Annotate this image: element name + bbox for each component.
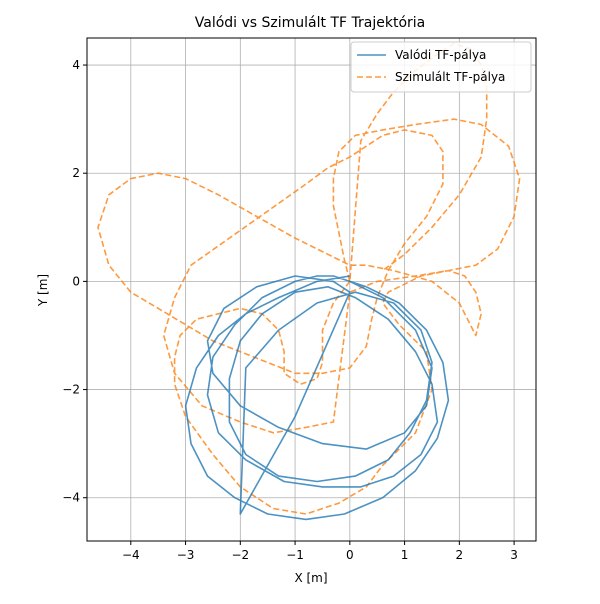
y-axis-label: Y [m] [36,274,50,307]
x-tick-label: −1 [286,548,304,562]
chart-title: Valódi vs Szimulált TF Trajektória [195,15,426,31]
legend-box [350,41,532,93]
x-tick-label: 1 [401,548,409,562]
x-tick-label: −2 [231,548,249,562]
y-tick-label: 0 [72,274,80,288]
series-line-valodi [184,275,450,521]
x-tick-label: −3 [177,548,195,562]
x-tick-label: 3 [510,548,518,562]
x-axis-label: X [m] [294,571,327,585]
x-tick-label: −4 [122,548,140,562]
y-tick-label: −4 [62,491,80,505]
legend-label-szimulalt: Szimulált TF-pálya [395,70,505,84]
legend-label-valodi: Valódi TF-pálya [395,48,486,62]
series-line-szimulalt [97,42,521,515]
y-tick-label: 4 [72,58,80,72]
plot-frame [86,37,537,542]
legend: Valódi TF-pálya Szimulált TF-pálya [350,41,532,93]
grid-layer [87,38,536,541]
series-layer [97,42,521,521]
tick-layer: −4 −3 −2 −1 0 1 2 3 −4 −2 0 2 4 [62,58,518,562]
x-tick-label: 0 [346,548,354,562]
x-tick-label: 2 [456,548,464,562]
y-tick-label: 2 [72,166,80,180]
y-tick-label: −2 [62,383,80,397]
